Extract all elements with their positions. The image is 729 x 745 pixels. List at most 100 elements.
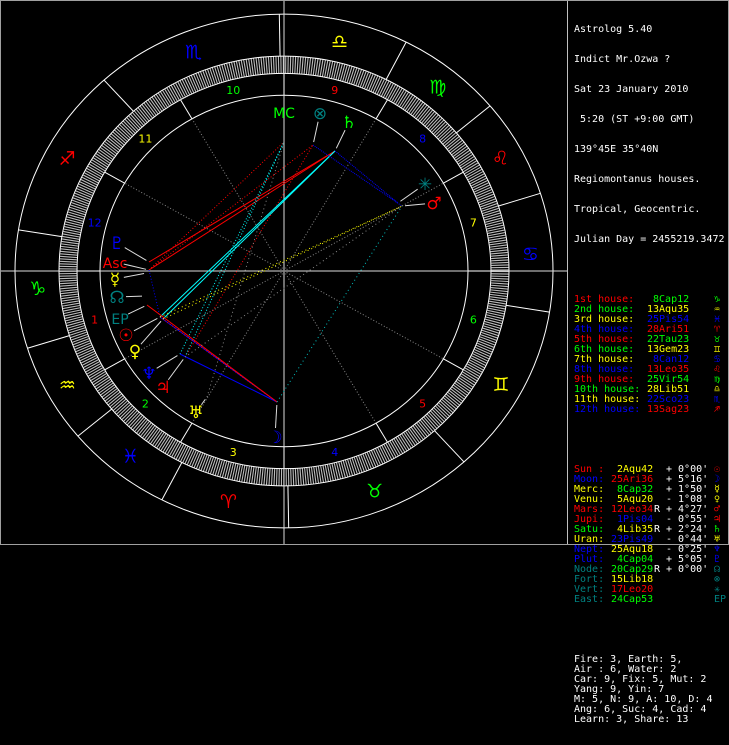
- summary-line: Fire: 3, Earth: 5,: [574, 654, 683, 665]
- sign-icon: ♐: [714, 404, 721, 415]
- house-row: 5th house: 22Tau23 ♉: [574, 335, 728, 345]
- house-cusp: 13Aqu35: [647, 304, 690, 315]
- retrograde-flag: [654, 485, 666, 495]
- zodiac-sign-icon: ♋: [522, 244, 539, 266]
- sign-icon: ♓: [714, 314, 721, 325]
- panel-divider: [567, 1, 568, 544]
- house-row: 10th house: 28Lib51 ♎: [574, 385, 728, 395]
- planet-name: Satu:: [574, 524, 605, 535]
- retrograde-flag: [654, 575, 666, 585]
- point-connector: [140, 320, 162, 345]
- planet-row: East: 24Cap53 EP: [574, 595, 728, 605]
- retrograde-flag: [654, 475, 666, 485]
- planet-position: 8Cap32: [611, 484, 654, 495]
- point-connector: [167, 359, 184, 381]
- sign-icon: ♈: [714, 324, 721, 335]
- point-connector: [313, 121, 319, 143]
- house-cusp: 13Gem23: [647, 344, 690, 355]
- house-cusp-line: [443, 358, 464, 371]
- planet-latitude: [666, 585, 714, 595]
- retrograde-flag: [654, 555, 666, 565]
- planet-position: 24Cap53: [611, 594, 654, 605]
- house-cusp: 28Ari51: [647, 324, 690, 335]
- zodiac-sign-icon: ♒: [59, 374, 76, 396]
- sign-boundary: [456, 105, 491, 134]
- house-list: 1st house: 8Cap12 ♑ 2nd house: 13Aqu35 ♒ 3rd …: [574, 295, 728, 415]
- house-number: 12: [88, 217, 102, 230]
- retrograde-flag: R: [654, 504, 661, 515]
- planet-position: 20Cap29: [611, 564, 654, 575]
- summary-line: M: 5, N: 9, A: 10, D: 4: [574, 694, 713, 705]
- zodiac-sign-icon: ♉: [366, 480, 383, 502]
- sign-boundary: [287, 485, 290, 528]
- sign-icon: ♊: [714, 344, 721, 355]
- house-label: 1st house:: [574, 294, 635, 305]
- planet-position: 25Ari36: [611, 474, 654, 485]
- house-row: 4th house: 28Ari51 ♈: [574, 325, 728, 335]
- house-cusp: 28Lib51: [647, 384, 690, 395]
- planet-glyph-icon: ☽: [267, 428, 282, 448]
- planet-latitude: [666, 575, 714, 585]
- sign-icon: ♉: [714, 334, 721, 345]
- point-connector: [123, 263, 147, 270]
- zodiac-sign-icon: ♌: [492, 147, 509, 169]
- aspect-line: [179, 353, 278, 403]
- planet-glyph-icon: ♃: [155, 378, 170, 398]
- planet-latitude: - 0°25': [666, 544, 709, 555]
- planet-row: Jupi: 1Pis04 - 0°55' ♃: [574, 515, 728, 525]
- planet-row: Nept: 25Aqu18 - 0°25' ♆: [574, 545, 728, 555]
- house-number: 3: [230, 446, 237, 459]
- planet-latitude: + 0°00': [666, 564, 709, 575]
- planet-name: Jupi:: [574, 514, 605, 525]
- planet-name: Uran:: [574, 534, 605, 545]
- house-cusp-dotted: [283, 118, 377, 272]
- planet-icon: ♂: [714, 504, 721, 515]
- planet-glyph-icon: EP: [111, 312, 128, 328]
- sign-icon: ♌: [714, 364, 721, 375]
- house-number: 4: [331, 446, 338, 459]
- planet-icon: ☊: [714, 564, 721, 575]
- planet-icon: ♀: [714, 494, 721, 505]
- aspect-line: [159, 205, 403, 318]
- planet-icon: ♅: [714, 534, 721, 545]
- aspect-line: [148, 269, 161, 318]
- zodiac-sign-icon: ♍: [429, 76, 446, 98]
- zodiac-sign-icon: ♎: [331, 31, 348, 53]
- planet-glyph-icon: ♇: [109, 234, 124, 254]
- house-label: 7th house:: [574, 354, 635, 365]
- chart-date: Sat 23 January 2010: [574, 84, 689, 95]
- aspect-line: [148, 141, 285, 271]
- planet-name: Merc:: [574, 484, 605, 495]
- planet-glyph-icon: ⊗: [313, 104, 327, 124]
- spacer: [574, 265, 728, 275]
- house-label: 8th house:: [574, 364, 635, 375]
- house-label: 5th house:: [574, 334, 635, 345]
- house-cusp-dotted: [283, 270, 444, 360]
- house-cusp: 25Pis54: [647, 314, 690, 325]
- planet-icon: ✳: [714, 584, 721, 595]
- planet-row: Uran: 23Pis49 - 0°44' ♅: [574, 535, 728, 545]
- house-number: 7: [470, 217, 477, 230]
- house-row: 1st house: 8Cap12 ♑: [574, 295, 728, 305]
- retrograde-flag: R: [654, 564, 661, 575]
- planet-name: Node:: [574, 564, 605, 575]
- house-cusp-dotted: [124, 182, 285, 272]
- sign-icon: ♍: [714, 374, 721, 385]
- aspect-line: [276, 205, 403, 403]
- planet-row: Venu: 5Aqu20 - 1°08' ♀: [574, 495, 728, 505]
- house-number: 10: [226, 84, 240, 97]
- planet-glyph-icon: ♂: [426, 194, 441, 214]
- aspect-line: [184, 141, 285, 358]
- planet-row: Satu: 4Lib35 R + 2°24' ♄: [574, 525, 728, 535]
- house-cusp-dotted: [191, 270, 285, 424]
- house-cusp: 22Sco23: [647, 394, 690, 405]
- astrolog-window: ♎ ♍ ♌ ♋ ♊ ♉ ♈ ♓ ♒ ♑ ♐ ♏ 1 2 3 4 5 6 7 8 9 10 11 12 MC ⊗ ♄ ✳ ♂ ♇ Asc ☿ ☊ E…: [0, 0, 729, 725]
- planet-position: 17Leo20: [611, 584, 654, 595]
- summary-line: Ang: 6, Suc: 4, Cad: 4: [574, 704, 707, 715]
- aspect-line: [312, 144, 403, 207]
- planet-name: Moon:: [574, 474, 605, 485]
- planet-latitude: - 1°08': [666, 494, 709, 505]
- aspect-line: [162, 150, 336, 320]
- house-number: 9: [331, 84, 338, 97]
